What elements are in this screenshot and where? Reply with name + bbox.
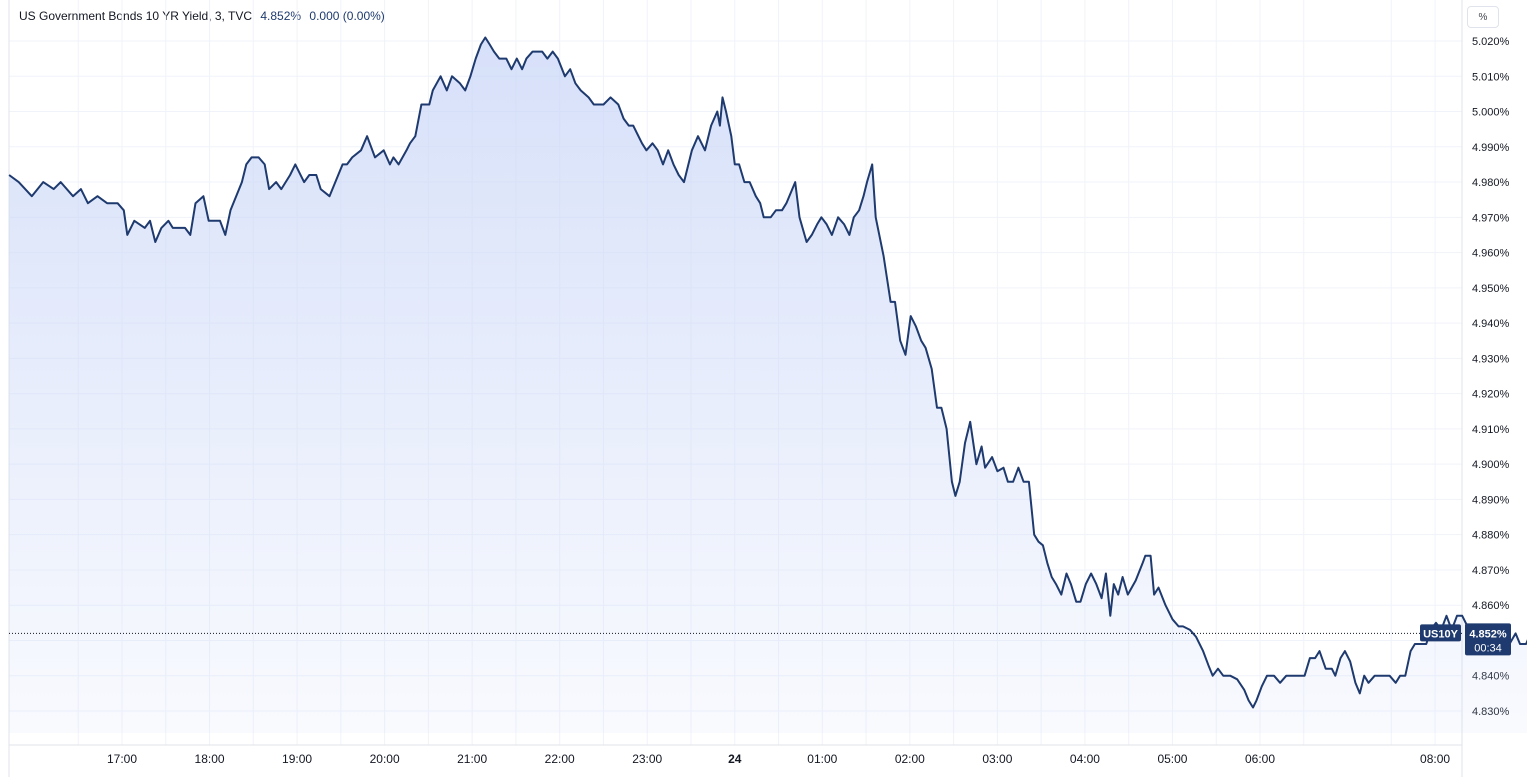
price-tag-value: 4.852% bbox=[1469, 628, 1507, 640]
y-tick-label: 4.950% bbox=[1472, 283, 1510, 295]
chart-legend: US Government Bonds 10 YR Yield, 3, TVC … bbox=[19, 9, 385, 23]
price-tag-bg bbox=[1465, 623, 1511, 656]
y-tick-label: 4.900% bbox=[1472, 459, 1510, 471]
y-tick-label: 4.930% bbox=[1472, 353, 1510, 365]
change-value: 0.000 (0.00%) bbox=[309, 9, 385, 23]
y-tick-label: 4.940% bbox=[1472, 318, 1510, 330]
price-tag-countdown: 00:34 bbox=[1474, 642, 1502, 654]
y-tick-label: 4.910% bbox=[1472, 424, 1510, 436]
ticker-label: US10Y bbox=[1423, 628, 1459, 640]
y-tick-label: 4.860% bbox=[1472, 600, 1510, 612]
y-tick-label: 4.880% bbox=[1472, 530, 1510, 542]
x-tick-label: 24 bbox=[728, 752, 742, 766]
x-tick-label: 21:00 bbox=[457, 752, 487, 766]
y-tick-label: 5.010% bbox=[1472, 71, 1510, 83]
x-tick-label: 03:00 bbox=[982, 752, 1012, 766]
series-line bbox=[8, 36, 1527, 709]
x-tick-label: 04:00 bbox=[1070, 752, 1100, 766]
last-value: 4.852% bbox=[260, 9, 302, 23]
y-tick-label: 4.890% bbox=[1472, 494, 1510, 506]
y-tick-label: 4.970% bbox=[1472, 212, 1510, 224]
x-tick-label: 17:00 bbox=[107, 752, 137, 766]
ticker-tag-bg bbox=[1420, 624, 1461, 642]
x-tick-label: 19:00 bbox=[282, 752, 312, 766]
y-tick-label: 4.920% bbox=[1472, 389, 1510, 401]
y-tick-label: 4.980% bbox=[1472, 177, 1510, 189]
y-tick-label: 4.960% bbox=[1472, 248, 1510, 260]
y-tick-label: 4.990% bbox=[1472, 142, 1510, 154]
area-fill bbox=[9, 37, 1527, 733]
symbol-title[interactable]: US Government Bonds 10 YR Yield, 3, TVC bbox=[19, 9, 253, 23]
x-tick-label: 01:00 bbox=[807, 752, 837, 766]
ticker-tag[interactable]: US10Y bbox=[1420, 624, 1461, 642]
x-tick-label: 18:00 bbox=[195, 752, 225, 766]
x-tick-label: 06:00 bbox=[1245, 752, 1275, 766]
price-scale-unit-button[interactable]: % bbox=[1467, 6, 1499, 28]
x-tick-label: 23:00 bbox=[632, 752, 662, 766]
y-tick-label: 5.020% bbox=[1472, 36, 1510, 48]
y-tick-label: 5.000% bbox=[1472, 107, 1510, 119]
x-tick-label: 02:00 bbox=[895, 752, 925, 766]
x-tick-label: 22:00 bbox=[545, 752, 575, 766]
x-tick-label: 08:00 bbox=[1420, 752, 1450, 766]
x-tick-label: 05:00 bbox=[1157, 752, 1187, 766]
y-tick-label: 4.870% bbox=[1472, 565, 1510, 577]
x-tick-label: 20:00 bbox=[370, 752, 400, 766]
price-tag: 4.852% 00:34 bbox=[1465, 623, 1511, 656]
